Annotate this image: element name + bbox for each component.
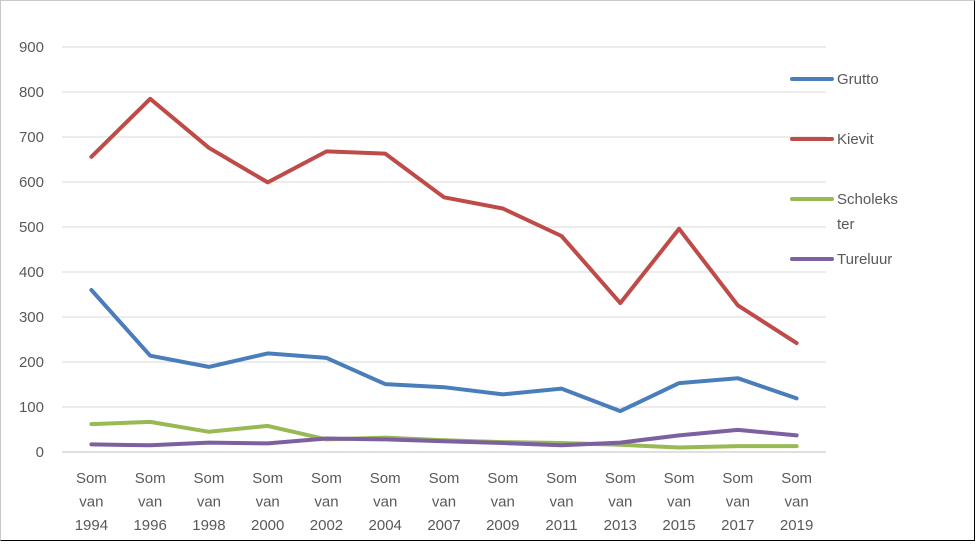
series-lines bbox=[89, 96, 799, 450]
y-tick-label: 700 bbox=[19, 129, 44, 146]
x-tick-label: Som van 2000 bbox=[251, 470, 284, 534]
legend-label: Kievit bbox=[837, 131, 875, 148]
legend-item-scholekster: Scholeks ter bbox=[790, 191, 898, 233]
x-tick-label: Som van 1998 bbox=[192, 470, 225, 534]
legend: Grutto Kievit Scholeks ter Tureluur bbox=[790, 71, 898, 268]
x-tick-label-line: Som bbox=[429, 470, 460, 487]
x-axis-ticks: Som van 1994 Som van 1996 Som van 1998 Som van 2000… bbox=[75, 470, 814, 534]
x-tick-label: Som van 2002 bbox=[310, 470, 343, 534]
x-tick-label: Som van 2013 bbox=[604, 470, 637, 534]
x-tick-label-line: Som bbox=[664, 470, 695, 487]
legend-item-kievit: Kievit bbox=[790, 131, 875, 148]
legend-label: Tureluur bbox=[837, 251, 892, 268]
x-tick-label-line: 1996 bbox=[133, 517, 166, 534]
x-tick-label-line: 1998 bbox=[192, 517, 225, 534]
legend-item-grutto: Grutto bbox=[790, 71, 879, 88]
legend-label: Grutto bbox=[837, 71, 879, 88]
x-tick-label-line: van bbox=[197, 494, 221, 511]
x-tick-label: Som van 1996 bbox=[133, 470, 166, 534]
x-tick-label-line: Som bbox=[605, 470, 636, 487]
y-tick-label: 200 bbox=[19, 354, 44, 371]
x-tick-label-line: 2013 bbox=[604, 517, 637, 534]
series-line-tureluur bbox=[89, 427, 799, 448]
legend-label: ter bbox=[837, 216, 855, 233]
x-tick-label-line: van bbox=[314, 494, 338, 511]
y-tick-label: 600 bbox=[19, 174, 44, 191]
x-tick-label-line: van bbox=[432, 494, 456, 511]
x-tick-label-line: 1994 bbox=[75, 517, 108, 534]
x-tick-label-line: van bbox=[256, 494, 280, 511]
x-tick-label: Som van 2019 bbox=[780, 470, 813, 534]
y-axis-ticks: 0 100 200 300 400 500 600 700 800 900 bbox=[19, 39, 44, 461]
x-tick-label-line: Som bbox=[546, 470, 577, 487]
x-tick-label-line: Som bbox=[76, 470, 107, 487]
x-tick-label: Som van 2004 bbox=[369, 470, 402, 534]
x-tick-label-line: van bbox=[373, 494, 397, 511]
y-tick-label: 400 bbox=[19, 264, 44, 281]
x-tick-label-line: Som bbox=[487, 470, 518, 487]
x-tick-label-line: van bbox=[667, 494, 691, 511]
x-tick-label-line: 2007 bbox=[427, 517, 460, 534]
x-tick-label-line: Som bbox=[781, 470, 812, 487]
x-tick-label-line: 2019 bbox=[780, 517, 813, 534]
x-tick-label-line: 2009 bbox=[486, 517, 519, 534]
x-tick-label-line: van bbox=[785, 494, 809, 511]
gridlines bbox=[62, 46, 826, 453]
x-tick-label: Som van 2007 bbox=[427, 470, 460, 534]
y-tick-label: 900 bbox=[19, 39, 44, 56]
y-tick-label: 0 bbox=[36, 444, 44, 461]
legend-label: Scholeks bbox=[837, 191, 898, 208]
series-line-kievit bbox=[89, 96, 799, 346]
x-tick-label-line: 2011 bbox=[545, 517, 577, 534]
x-tick-label-line: 2015 bbox=[662, 517, 695, 534]
x-tick-label-line: van bbox=[79, 494, 103, 511]
x-tick-label-line: 2017 bbox=[721, 517, 754, 534]
x-tick-label-line: 2002 bbox=[310, 517, 343, 534]
x-tick-label-line: Som bbox=[252, 470, 283, 487]
series-line-grutto bbox=[89, 288, 799, 414]
x-tick-label-line: Som bbox=[722, 470, 753, 487]
x-tick-label-line: 2004 bbox=[369, 517, 402, 534]
x-tick-label-line: 2000 bbox=[251, 517, 284, 534]
x-tick-label-line: van bbox=[491, 494, 515, 511]
x-tick-label: Som van 1994 bbox=[75, 470, 108, 534]
y-tick-label: 100 bbox=[19, 399, 44, 416]
y-tick-label: 500 bbox=[19, 219, 44, 236]
y-tick-label: 300 bbox=[19, 309, 44, 326]
x-tick-label-line: Som bbox=[311, 470, 342, 487]
x-tick-label-line: van bbox=[726, 494, 750, 511]
y-tick-label: 800 bbox=[19, 84, 44, 101]
x-tick-label-line: Som bbox=[194, 470, 225, 487]
x-tick-label: Som van 2015 bbox=[662, 470, 695, 534]
x-tick-label-line: van bbox=[138, 494, 162, 511]
x-tick-label-line: Som bbox=[370, 470, 401, 487]
x-tick-label: Som van 2011 bbox=[545, 470, 577, 534]
x-tick-label-line: Som bbox=[135, 470, 166, 487]
x-tick-label-line: van bbox=[608, 494, 632, 511]
legend-item-tureluur: Tureluur bbox=[790, 251, 892, 268]
x-tick-label-line: van bbox=[549, 494, 573, 511]
x-tick-label: Som van 2009 bbox=[486, 470, 519, 534]
x-tick-label: Som van 2017 bbox=[721, 470, 754, 534]
